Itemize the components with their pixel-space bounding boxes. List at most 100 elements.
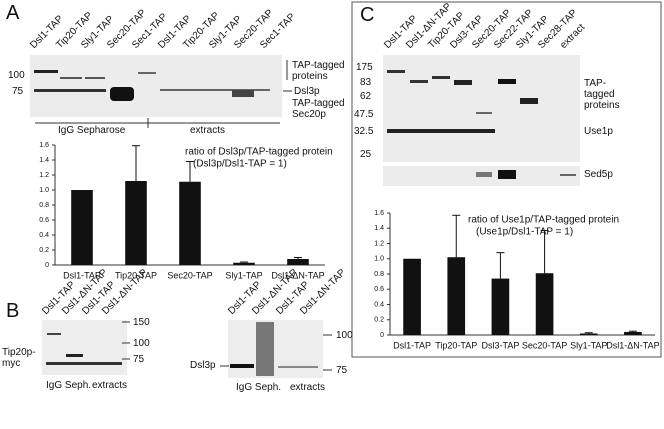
band [34, 70, 58, 73]
y-tick-label: 0.6 [374, 286, 384, 293]
x-tick-label: Dsl1-TAP [63, 270, 101, 280]
group-label: extracts [92, 380, 128, 391]
y-tick-label: 0.2 [374, 317, 384, 324]
band [560, 174, 576, 176]
y-tick-label: 0.8 [39, 202, 49, 209]
chart-subtitle: (Dsl3p/Dsl1-TAP = 1) [193, 159, 287, 170]
x-tick-label: Dsl1-TAP [393, 340, 431, 350]
band [476, 112, 492, 114]
chart-subtitle: (Use1p/Dsl1-TAP = 1) [476, 227, 573, 238]
y-tick-label: 1.6 [374, 210, 384, 217]
marker-label: 47.5 [354, 109, 374, 120]
band [160, 89, 270, 91]
x-tick-label: Dsl3-TAP [481, 340, 519, 350]
bar [491, 278, 510, 335]
bar [447, 257, 466, 335]
group-label: IgG Seph. [236, 382, 282, 393]
band [60, 77, 82, 79]
gel [383, 55, 580, 162]
band [232, 90, 254, 97]
bar [233, 262, 255, 265]
band [410, 80, 428, 83]
marker-label: 32.5 [354, 126, 374, 137]
band [387, 129, 495, 133]
bar [179, 181, 201, 265]
band [454, 80, 472, 85]
y-tick-label: 1.0 [39, 187, 49, 194]
chart-title: ratio of Dsl3p/TAP-tagged protein [185, 147, 333, 158]
marker-label: 150 [133, 317, 150, 328]
group-label: IgG Sepharose [58, 125, 126, 136]
gel [30, 55, 282, 117]
band [46, 362, 122, 365]
marker-label: 62 [360, 91, 372, 102]
annotation: Sed5p [584, 169, 613, 180]
band [47, 333, 61, 335]
band [432, 76, 450, 79]
panel-label: C [360, 4, 375, 26]
marker-label: 100 [133, 338, 150, 349]
bar [624, 331, 642, 335]
band [66, 354, 83, 357]
bar [287, 259, 309, 265]
y-tick-label: 0.6 [39, 217, 49, 224]
x-tick-label: Sly1-TAP [570, 340, 607, 350]
annotation: Dsl3p [294, 86, 320, 97]
gel [228, 320, 323, 378]
group-label: extracts [290, 382, 326, 393]
annotation: Use1p [584, 126, 613, 137]
band [278, 366, 318, 368]
y-tick-label: 1.4 [374, 225, 384, 232]
band [138, 72, 156, 74]
x-tick-label: Sly1-TAP [225, 270, 262, 280]
band [85, 77, 105, 79]
band [230, 364, 254, 368]
x-tick-label: Tip20-TAP [435, 340, 477, 350]
y-tick-label: 0.4 [374, 301, 384, 308]
y-tick-label: 1.2 [39, 172, 49, 179]
y-tick-label: 0.4 [39, 232, 49, 239]
annotation: TAP-tagged Sec20p [292, 98, 345, 120]
annotation: TAP-tagged proteins [292, 60, 345, 82]
marker-label: 83 [360, 77, 372, 88]
marker-label: 100 [336, 330, 353, 341]
annotation: TAP-tagged proteins [584, 78, 620, 111]
group-label: extracts [190, 125, 226, 136]
marker-label: 25 [360, 149, 372, 160]
panel-label: B [6, 300, 20, 322]
panel-border [351, 1, 662, 358]
marker-label: 75 [336, 365, 348, 376]
marker-label: 175 [356, 62, 373, 73]
band [498, 79, 516, 84]
annotation: Tip20p-myc [2, 347, 36, 369]
y-tick-label: 0 [380, 332, 384, 339]
bar [71, 190, 93, 265]
band [476, 172, 492, 177]
marker-label: 75 [133, 354, 145, 365]
band [498, 170, 516, 179]
y-tick-label: 0.2 [39, 247, 49, 254]
bar [125, 181, 147, 265]
chart-title: ratio of Use1p/TAP-tagged protein [468, 215, 619, 226]
x-tick-label: Sec20-TAP [167, 270, 212, 280]
band [110, 87, 134, 101]
y-tick-label: 0 [45, 262, 49, 269]
x-tick-label: Tip20-TAP [115, 270, 157, 280]
x-tick-label: Dsl1-ΔN-TAP [606, 340, 659, 350]
y-tick-label: 1.6 [39, 142, 49, 149]
annotation: Dsl3p [190, 360, 216, 371]
y-tick-label: 1.4 [39, 157, 49, 164]
y-tick-label: 1.0 [374, 256, 384, 263]
marker-label: 75 [12, 86, 24, 97]
band [34, 89, 106, 92]
y-tick-label: 1.2 [374, 240, 384, 247]
band [520, 98, 538, 104]
x-tick-label: Dsl1-ΔN-TAP [271, 270, 324, 280]
marker-label: 100 [8, 70, 25, 81]
gel [42, 320, 127, 375]
bar [579, 333, 598, 335]
y-tick-label: 0.8 [374, 271, 384, 278]
bar [535, 273, 554, 335]
